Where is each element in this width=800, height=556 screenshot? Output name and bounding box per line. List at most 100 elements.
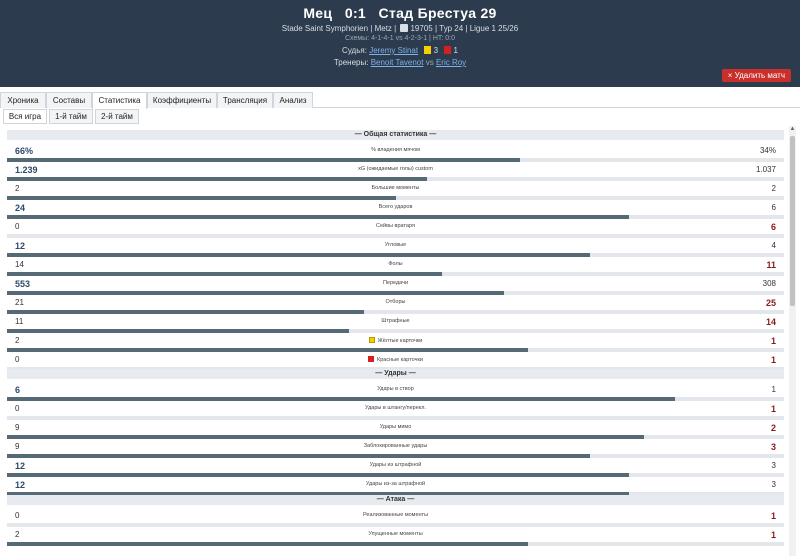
tab-odds[interactable]: Коэффициенты [147, 92, 217, 108]
stat-bar-fill [7, 397, 676, 401]
tab-analysis[interactable]: Анализ [273, 92, 313, 108]
away-value: 11 [766, 260, 776, 270]
home-value: 0 [15, 404, 20, 413]
referee-label: Судья: [342, 46, 367, 55]
away-value: 2 [771, 184, 776, 193]
away-value: 1 [770, 355, 776, 365]
stat-row: 11 Штрафные 14 [7, 316, 784, 335]
home-value: 1.239 [15, 165, 38, 175]
city: Metz [374, 24, 392, 33]
stat-name: % владения мячом [7, 147, 784, 153]
stat-label: Красные карточки [377, 357, 423, 363]
home-value: 21 [15, 298, 24, 307]
round: Тур 24 [439, 24, 464, 33]
away-value: 308 [762, 279, 776, 288]
stat-label: Удары из штрафной [369, 462, 422, 468]
stat-bar [7, 473, 784, 477]
stat-label: Реализованные моменты [362, 512, 429, 518]
away-value: 14 [765, 317, 776, 327]
home-value: 24 [15, 203, 26, 213]
close-icon: × [727, 71, 733, 80]
stat-row: 0 Реализованные моменты 1 [7, 510, 784, 529]
away-value: 3 [771, 461, 776, 470]
subtab-second-half[interactable]: 2-й тайм [95, 109, 139, 124]
scroll-up-icon[interactable]: ▲ [789, 126, 796, 132]
referee-link[interactable]: Jeremy Stinat [369, 46, 419, 55]
stat-bar-fill [7, 177, 427, 181]
away-value: 1 [770, 404, 776, 414]
tab-chronicle[interactable]: Хроника [0, 92, 46, 108]
stat-name: Угловые [7, 242, 784, 248]
stat-bar [7, 348, 784, 352]
stat-name: Большие моменты [7, 185, 784, 191]
match-header: Мец 0:1 Стад Брестуа 29 Stade Saint Symp… [0, 0, 800, 87]
home-value: 6 [15, 385, 21, 395]
stat-row: 1.239 xG (ожидаемые голы) custom 1.037 [7, 164, 784, 183]
delete-match-label: Удалить матч [734, 71, 785, 80]
subtab-full-game[interactable]: Вся игра [3, 109, 47, 124]
referee-yellow-count: 3 [433, 46, 439, 55]
stat-bar [7, 272, 784, 276]
stat-name: Сейвы вратаря [7, 223, 784, 229]
stat-name: Удары из-за штрафной [7, 481, 784, 487]
stat-row: 2 Жёлтые карточки 1 [7, 335, 784, 354]
schemes: Схемы: 4-1-4-1 vs 4-2-3-1 [344, 35, 428, 42]
red-card-icon [444, 46, 452, 54]
stat-bar [7, 416, 784, 420]
stat-bar [7, 329, 784, 333]
yellow-card-icon [368, 337, 375, 343]
stat-row: 21 Отборы 25 [7, 297, 784, 316]
stat-label: Большие моменты [371, 185, 420, 191]
stat-name: Удары мимо [7, 424, 784, 430]
tab-statistics[interactable]: Статистика [92, 92, 147, 109]
subtab-first-half[interactable]: 1-й тайм [49, 109, 93, 124]
stat-label: xG (ожидаемые голы) custom [358, 166, 433, 172]
stat-row: 0 Удары в штангу/перекл. 1 [7, 403, 784, 422]
stat-bar-fill [7, 291, 505, 295]
period-tabs: Вся игра 1-й тайм 2-й тайм [0, 109, 800, 124]
home-value: 12 [15, 480, 26, 490]
tab-broadcast[interactable]: Трансляция [217, 92, 273, 108]
stat-bar-fill [7, 272, 443, 276]
home-value: 553 [15, 279, 31, 289]
stat-name: Отборы [7, 299, 784, 305]
away-coach-link[interactable]: Eric Roy [435, 58, 467, 67]
stat-bar [7, 435, 784, 439]
score-line: Мец 0:1 Стад Брестуа 29 [303, 5, 497, 21]
away-value: 1 [770, 511, 776, 521]
stat-bar [7, 291, 784, 295]
stat-name: Упущенные моменты [7, 531, 784, 537]
stat-name: Фолы [7, 261, 784, 267]
venue: Stade Saint Symphorien [281, 24, 369, 33]
stat-bar-fill [7, 196, 396, 200]
stat-row: 9 Заблокированные удары 3 [7, 441, 784, 460]
stat-label: Всего ударов [378, 204, 413, 210]
stat-bar-fill [7, 435, 645, 439]
stat-row: 2 Большие моменты 2 [7, 183, 784, 202]
stat-row: 6 Удары в створ 1 [7, 384, 784, 403]
away-value: 6 [770, 222, 776, 232]
away-value: 1 [771, 385, 776, 394]
delete-match-button[interactable]: × Удалить матч [721, 69, 791, 82]
scrollbar-thumb[interactable] [790, 136, 795, 306]
stat-name: Красные карточки [7, 356, 784, 363]
stat-label: Удары из-за штрафной [365, 481, 426, 487]
stat-name: xG (ожидаемые голы) custom [7, 166, 784, 172]
stat-bar [7, 177, 784, 181]
away-value: 1.037 [755, 165, 776, 174]
away-value: 25 [765, 298, 776, 308]
stat-bar-fill [7, 473, 629, 477]
stat-bar [7, 523, 784, 527]
away-value: 4 [771, 241, 776, 250]
stat-name: Всего ударов [7, 204, 784, 210]
scrollbar[interactable] [789, 126, 796, 556]
home-coach-link[interactable]: Benoit Tavenot [370, 58, 424, 67]
away-value: 2 [770, 423, 776, 433]
away-value: 1 [770, 530, 776, 540]
home-value: 12 [15, 461, 26, 471]
away-value: 3 [770, 442, 776, 452]
stat-bar-fill [7, 329, 349, 333]
tab-lineups[interactable]: Составы [46, 92, 92, 108]
match-meta: Stade Saint Symphorien | Metz | 19705 | … [281, 24, 519, 33]
stat-name: Передачи [7, 280, 784, 286]
